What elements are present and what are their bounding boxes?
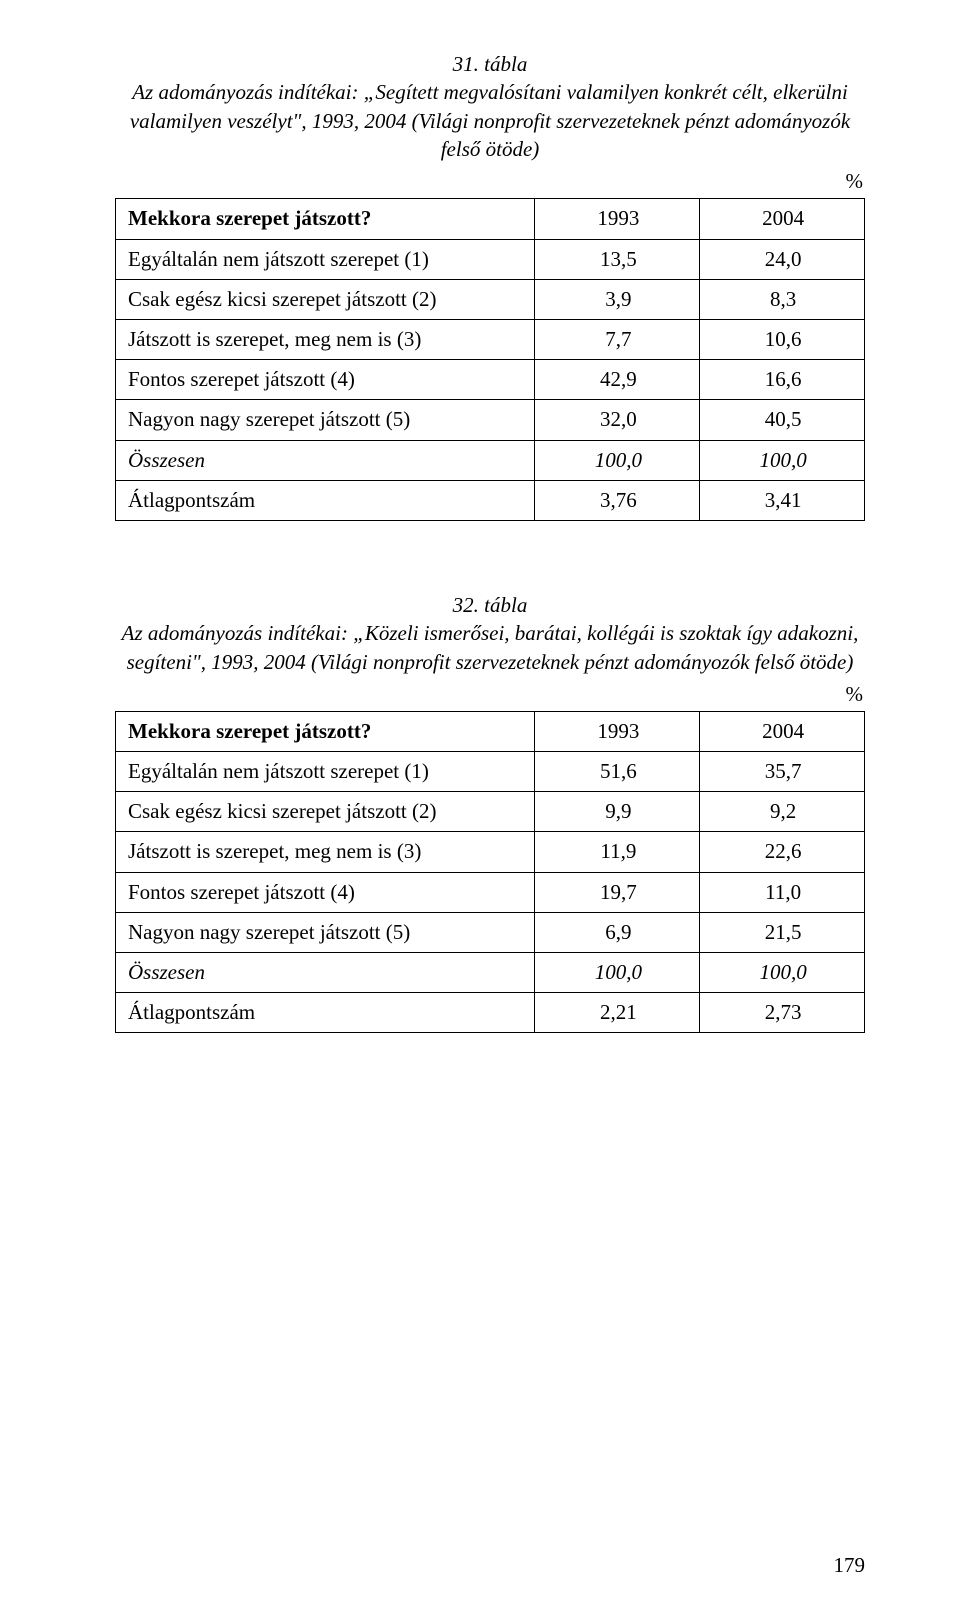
page-number: 179: [834, 1553, 866, 1578]
table-row: Nagyon nagy szerepet játszott (5) 32,0 4…: [116, 400, 865, 440]
table-31-title: Az adományozás indítékai: „Segített megv…: [130, 80, 850, 161]
table-row: Játszott is szerepet, meg nem is (3) 11,…: [116, 832, 865, 872]
row-value: 16,6: [700, 360, 865, 400]
table-row: Egyáltalán nem játszott szerepet (1) 51,…: [116, 752, 865, 792]
row-value: 100,0: [700, 953, 865, 993]
table-32-number: 32. tábla: [120, 591, 860, 619]
row-value: 3,9: [535, 279, 700, 319]
row-value: 3,41: [700, 480, 865, 520]
row-label: Átlagpontszám: [116, 993, 535, 1033]
table-32-header-row: Mekkora szerepet játszott? 1993 2004: [116, 711, 865, 751]
row-value: 6,9: [535, 912, 700, 952]
table-32-col-1993: 1993: [535, 711, 700, 751]
row-label: Fontos szerepet játszott (4): [116, 872, 535, 912]
row-label: Csak egész kicsi szerepet játszott (2): [116, 792, 535, 832]
table-31-col-1993: 1993: [535, 199, 700, 239]
row-value: 100,0: [535, 953, 700, 993]
row-label: Egyáltalán nem játszott szerepet (1): [116, 239, 535, 279]
table-row-total: Összesen 100,0 100,0: [116, 440, 865, 480]
table-32-title: Az adományozás indítékai: „Közeli ismerő…: [122, 621, 859, 673]
row-value: 3,76: [535, 480, 700, 520]
table-row: Egyáltalán nem játszott szerepet (1) 13,…: [116, 239, 865, 279]
row-label: Nagyon nagy szerepet játszott (5): [116, 912, 535, 952]
row-value: 21,5: [700, 912, 865, 952]
table-31-body: Egyáltalán nem játszott szerepet (1) 13,…: [116, 239, 865, 520]
table-32-rowheader: Mekkora szerepet játszott?: [116, 711, 535, 751]
table-32: Mekkora szerepet játszott? 1993 2004 Egy…: [115, 711, 865, 1034]
table-block-32: 32. tábla Az adományozás indítékai: „Köz…: [115, 591, 865, 1034]
row-value: 9,9: [535, 792, 700, 832]
table-31-percent: %: [115, 169, 865, 194]
table-row: Nagyon nagy szerepet játszott (5) 6,9 21…: [116, 912, 865, 952]
table-row: Fontos szerepet játszott (4) 42,9 16,6: [116, 360, 865, 400]
row-value: 7,7: [535, 319, 700, 359]
row-value: 42,9: [535, 360, 700, 400]
row-value: 22,6: [700, 832, 865, 872]
table-31-number: 31. tábla: [120, 50, 860, 78]
row-value: 8,3: [700, 279, 865, 319]
table-31-rowheader: Mekkora szerepet játszott?: [116, 199, 535, 239]
row-value: 35,7: [700, 752, 865, 792]
table-block-31: 31. tábla Az adományozás indítékai: „Seg…: [115, 50, 865, 521]
table-row: Fontos szerepet játszott (4) 19,7 11,0: [116, 872, 865, 912]
row-value: 100,0: [535, 440, 700, 480]
page: 31. tábla Az adományozás indítékai: „Seg…: [0, 0, 960, 1618]
row-label: Játszott is szerepet, meg nem is (3): [116, 319, 535, 359]
row-value: 10,6: [700, 319, 865, 359]
row-value: 13,5: [535, 239, 700, 279]
row-label: Csak egész kicsi szerepet játszott (2): [116, 279, 535, 319]
row-label: Fontos szerepet játszott (4): [116, 360, 535, 400]
table-32-percent: %: [115, 682, 865, 707]
row-value: 9,2: [700, 792, 865, 832]
row-value: 2,73: [700, 993, 865, 1033]
row-label: Összesen: [116, 440, 535, 480]
table-31-header-row: Mekkora szerepet játszott? 1993 2004: [116, 199, 865, 239]
row-value: 40,5: [700, 400, 865, 440]
row-value: 51,6: [535, 752, 700, 792]
row-label: Összesen: [116, 953, 535, 993]
row-value: 100,0: [700, 440, 865, 480]
row-value: 24,0: [700, 239, 865, 279]
row-label: Átlagpontszám: [116, 480, 535, 520]
table-31-caption: 31. tábla Az adományozás indítékai: „Seg…: [120, 50, 860, 163]
table-row: Játszott is szerepet, meg nem is (3) 7,7…: [116, 319, 865, 359]
table-row-total: Összesen 100,0 100,0: [116, 953, 865, 993]
row-value: 32,0: [535, 400, 700, 440]
table-32-body: Egyáltalán nem játszott szerepet (1) 51,…: [116, 752, 865, 1033]
table-row: Átlagpontszám 2,21 2,73: [116, 993, 865, 1033]
table-31-col-2004: 2004: [700, 199, 865, 239]
table-row: Csak egész kicsi szerepet játszott (2) 9…: [116, 792, 865, 832]
row-value: 11,9: [535, 832, 700, 872]
row-value: 19,7: [535, 872, 700, 912]
row-label: Egyáltalán nem játszott szerepet (1): [116, 752, 535, 792]
table-32-caption: 32. tábla Az adományozás indítékai: „Köz…: [120, 591, 860, 676]
row-label: Nagyon nagy szerepet játszott (5): [116, 400, 535, 440]
table-32-col-2004: 2004: [700, 711, 865, 751]
row-value: 2,21: [535, 993, 700, 1033]
table-row: Átlagpontszám 3,76 3,41: [116, 480, 865, 520]
row-value: 11,0: [700, 872, 865, 912]
table-row: Csak egész kicsi szerepet játszott (2) 3…: [116, 279, 865, 319]
row-label: Játszott is szerepet, meg nem is (3): [116, 832, 535, 872]
table-31: Mekkora szerepet játszott? 1993 2004 Egy…: [115, 198, 865, 521]
